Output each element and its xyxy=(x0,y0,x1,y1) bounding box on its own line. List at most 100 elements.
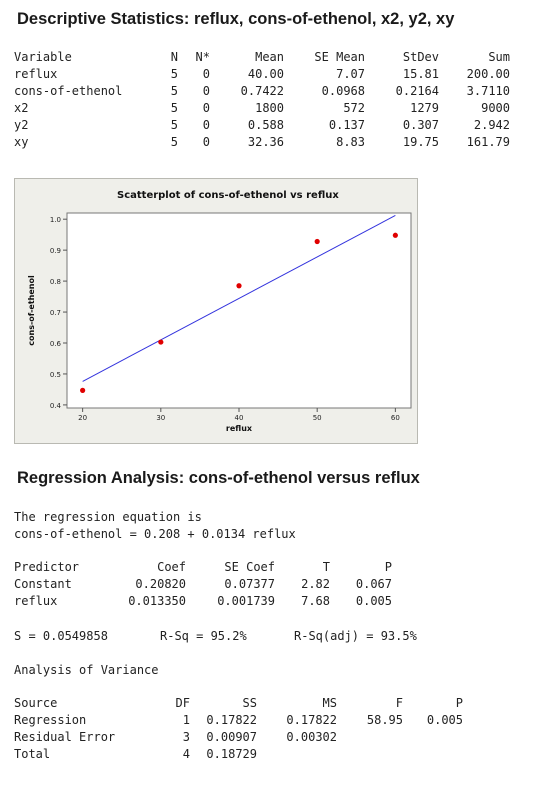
scatterplot-panel: Scatterplot of cons-of-ethenol vs reflux… xyxy=(14,178,418,444)
r-squared-adj: R-Sq(adj) = 93.5% xyxy=(294,629,417,643)
desc-table-cell: 1800 xyxy=(255,101,284,115)
desc-table-cell: cons-of-ethenol xyxy=(14,84,123,98)
r-squared: R-Sq = 95.2% xyxy=(160,629,247,643)
y-tick-label: 0.5 xyxy=(50,371,61,379)
desc-table-cell: 0.2164 xyxy=(395,84,439,98)
anova-table-header-cell: F xyxy=(395,696,403,710)
data-point xyxy=(80,387,86,393)
desc-table-cell: 7.07 xyxy=(336,67,365,81)
coef-table-cell: 0.067 xyxy=(355,577,392,591)
desc-table-cell: 572 xyxy=(343,101,365,115)
desc-table-header-cell: SE Mean xyxy=(314,50,365,64)
coef-table-header-cell: SE Coef xyxy=(224,560,275,574)
desc-table-cell: y2 xyxy=(14,118,29,132)
desc-table-cell: 1279 xyxy=(410,101,439,115)
x-tick-label: 50 xyxy=(313,414,322,422)
x-tick-label: 60 xyxy=(391,414,400,422)
desc-table-cell: 0 xyxy=(202,118,210,132)
regression-equation-heading: The regression equation is xyxy=(14,510,202,524)
desc-table-cell: 8.83 xyxy=(336,135,365,149)
y-tick-label: 0.8 xyxy=(50,278,61,286)
anova-table-cell: 0.005 xyxy=(426,713,463,727)
anova-table-cell: 0.17822 xyxy=(286,713,337,727)
anova-table-header-cell: SS xyxy=(242,696,257,710)
data-point xyxy=(236,283,242,289)
anova-table-cell: 3 xyxy=(182,730,190,744)
y-tick-label: 0.6 xyxy=(50,340,62,348)
regression-equation: cons-of-ethenol = 0.208 + 0.0134 reflux xyxy=(14,527,296,541)
desc-table-cell: 0 xyxy=(202,135,210,149)
desc-table-cell: 0 xyxy=(202,84,210,98)
anova-table-header-cell: P xyxy=(455,696,463,710)
desc-table-cell: 2.942 xyxy=(473,118,510,132)
desc-table-cell: 0.307 xyxy=(402,118,439,132)
coef-table-cell: 2.82 xyxy=(301,577,330,591)
anova-table-header-cell: Source xyxy=(14,696,58,710)
coef-table-cell: 7.68 xyxy=(301,594,330,608)
desc-table-cell: 5 xyxy=(170,84,178,98)
coef-table-cell: reflux xyxy=(14,594,58,608)
y-tick-label: 1.0 xyxy=(50,216,61,224)
fitted-line xyxy=(82,215,396,382)
desc-table-cell: 15.81 xyxy=(402,67,439,81)
coef-table-header-cell: T xyxy=(322,560,330,574)
desc-table-cell: 5 xyxy=(170,67,178,81)
y-tick-label: 0.4 xyxy=(50,402,62,410)
desc-table-header-cell: Sum xyxy=(488,50,510,64)
data-point xyxy=(392,232,398,238)
x-tick-label: 40 xyxy=(235,414,244,422)
scatterplot-chart: Scatterplot of cons-of-ethenol vs reflux… xyxy=(27,190,412,433)
anova-table-cell: 0.18729 xyxy=(206,747,257,761)
anova-table-header-cell: MS xyxy=(322,696,337,710)
anova-table-cell: Regression xyxy=(14,713,87,727)
desc-table-cell: 0.0968 xyxy=(321,84,365,98)
desc-table-cell: 3.7110 xyxy=(466,84,510,98)
anova-table-cell: 4 xyxy=(182,747,190,761)
coef-table-cell: Constant xyxy=(14,577,72,591)
desc-table-cell: 161.79 xyxy=(466,135,510,149)
anova-heading: Analysis of Variance xyxy=(14,663,159,677)
desc-table-cell: 200.00 xyxy=(466,67,510,81)
coef-table-cell: 0.001739 xyxy=(217,594,275,608)
anova-table-cell: Residual Error xyxy=(14,730,116,744)
anova-table-cell: 0.00302 xyxy=(286,730,337,744)
desc-table-cell: 5 xyxy=(170,101,178,115)
desc-table-cell: x2 xyxy=(14,101,29,115)
anova-table-header-cell: DF xyxy=(175,696,190,710)
desc-table-cell: 5 xyxy=(170,118,178,132)
desc-table-cell: 5 xyxy=(170,135,178,149)
coef-table-cell: 0.07377 xyxy=(224,577,275,591)
coef-table-header-cell: Coef xyxy=(157,560,186,574)
desc-table-header-cell: StDev xyxy=(402,50,439,64)
data-point xyxy=(314,238,320,245)
desc-table-cell: xy xyxy=(14,135,29,149)
desc-table-cell: 40.00 xyxy=(247,67,284,81)
desc-table-header-cell: N xyxy=(170,50,178,64)
coef-table-header-cell: P xyxy=(384,560,392,574)
x-tick-label: 20 xyxy=(78,414,87,422)
desc-table-header-cell: Variable xyxy=(14,50,72,64)
y-tick-label: 0.9 xyxy=(50,247,61,255)
data-point xyxy=(158,339,164,345)
desc-table-cell: 9000 xyxy=(481,101,510,115)
x-axis-label: reflux xyxy=(226,424,253,433)
y-tick-label: 0.7 xyxy=(50,309,61,317)
desc-table-header-cell: N* xyxy=(195,50,210,64)
y-axis-label: cons-of-ethenol xyxy=(27,275,36,346)
desc-table-cell: reflux xyxy=(14,67,58,81)
anova-table-cell: 0.00907 xyxy=(206,730,257,744)
s-value: S = 0.0549858 xyxy=(14,629,108,643)
regression-title: Regression Analysis: cons-of-ethenol ver… xyxy=(17,469,420,487)
coef-table-cell: 0.005 xyxy=(355,594,392,608)
desc-table-cell: 0 xyxy=(202,67,210,81)
coef-table-cell: 0.013350 xyxy=(128,594,186,608)
desc-table-header-cell: Mean xyxy=(255,50,284,64)
desc-table-cell: 0.137 xyxy=(328,118,365,132)
desc-table-cell: 19.75 xyxy=(402,135,439,149)
desc-table-cell: 0.588 xyxy=(247,118,284,132)
anova-table-cell: Total xyxy=(14,747,51,761)
x-tick-label: 30 xyxy=(156,414,165,422)
anova-table-cell: 58.95 xyxy=(366,713,403,727)
anova-table-cell: 0.17822 xyxy=(206,713,257,727)
desc-table-cell: 0.7422 xyxy=(240,84,284,98)
